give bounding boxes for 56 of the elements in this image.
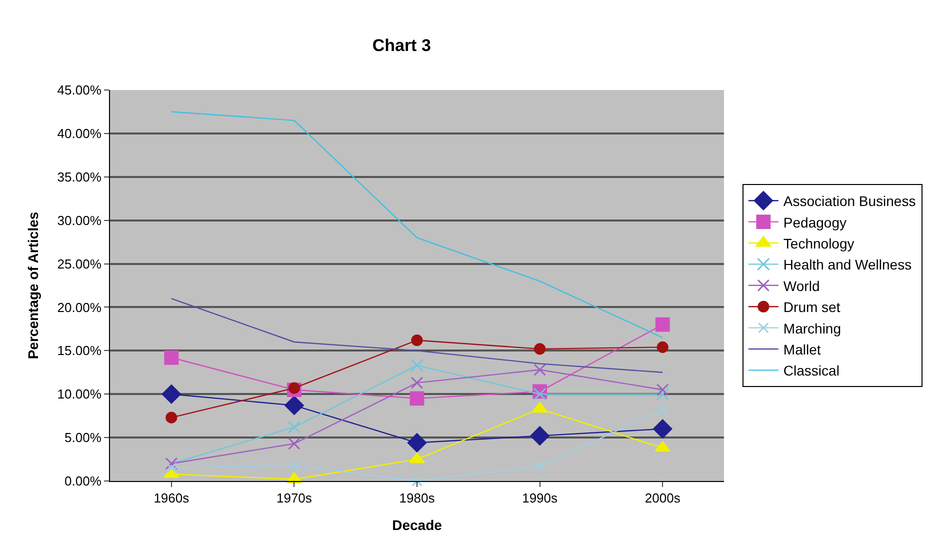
point [534, 364, 546, 376]
x-tick-label: 1960s [154, 490, 190, 506]
point [288, 382, 300, 394]
point [288, 420, 301, 434]
point [410, 376, 424, 389]
y-tick-label: 40.00% [57, 126, 102, 141]
point [530, 426, 550, 446]
x-tick-label: 2000s [644, 490, 681, 506]
legend-label: Pedagogy [783, 214, 846, 230]
point [166, 462, 177, 474]
point [410, 358, 424, 372]
x-tick-label: 1990s [522, 490, 558, 506]
y-tick-label: 0.00% [64, 474, 102, 489]
point [410, 391, 424, 406]
y-tick-label: 5.00% [64, 430, 102, 446]
y-axis-title: Percentage of Articles [24, 212, 41, 360]
point [412, 476, 422, 486]
line-series [170, 298, 664, 373]
point [653, 419, 672, 438]
x-axis-title: Decade [392, 516, 442, 533]
legend-label: Classical [783, 362, 840, 379]
point [656, 388, 670, 401]
y-tick-label: 10.00% [57, 386, 102, 402]
point [655, 317, 670, 332]
y-tick-label: 35.00% [57, 169, 102, 184]
point [534, 343, 546, 355]
line-series [170, 111, 664, 338]
legend-label: Drum set [783, 299, 840, 316]
point [288, 437, 300, 450]
point [166, 412, 178, 424]
x-tick-label: 1980s [399, 490, 436, 506]
point [656, 341, 668, 353]
y-tick-label: 45.00% [57, 82, 102, 98]
y-tick-label: 25.00% [57, 256, 102, 272]
x-tick-label: 1970s [276, 490, 312, 506]
point [411, 334, 423, 346]
point [407, 433, 427, 452]
point [164, 350, 179, 365]
point [288, 460, 300, 471]
legend-label: Health and Wellness [783, 256, 912, 273]
y-tick-label: 20.00% [57, 300, 102, 315]
point [534, 460, 546, 472]
legend-label: Mallet [783, 341, 821, 358]
y-tick-label: 30.00% [57, 212, 102, 228]
legend-label: Marching [783, 320, 842, 336]
point [284, 396, 304, 415]
legend-label: Technology [783, 235, 854, 252]
point [409, 452, 425, 464]
legend-label: Association Business [783, 193, 916, 210]
point [162, 384, 181, 404]
chart-title: Chart 3 [372, 36, 431, 55]
point [656, 384, 669, 396]
point [657, 404, 668, 416]
point [533, 388, 546, 401]
y-tick-label: 15.00% [57, 343, 102, 358]
legend-label: World [783, 278, 820, 294]
